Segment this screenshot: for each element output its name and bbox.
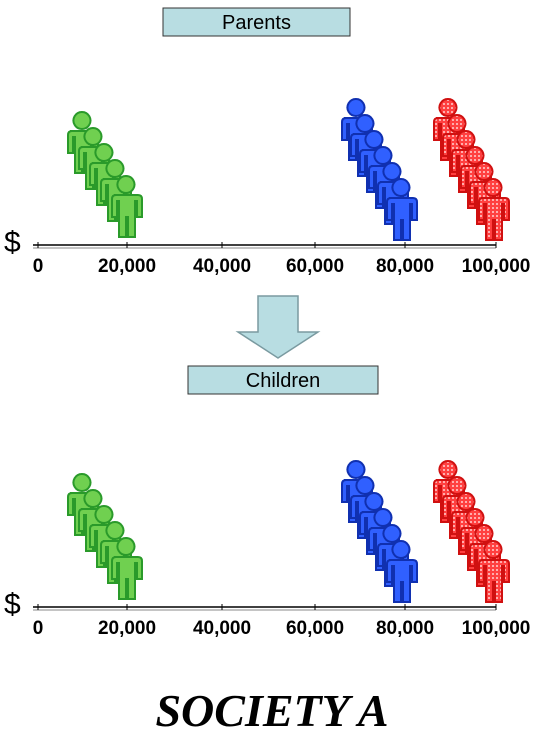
person-icon — [478, 178, 510, 241]
panel-label: Parents — [222, 12, 291, 34]
tick-label: 100,000 — [462, 256, 531, 277]
person-icon — [386, 540, 418, 603]
person-icon — [386, 178, 418, 241]
tick-label: 40,000 — [193, 618, 251, 639]
arrow — [235, 295, 321, 359]
tick-label: 60,000 — [286, 256, 344, 277]
tick-label: 20,000 — [98, 618, 156, 639]
title: SOCIETY A — [155, 685, 388, 734]
currency-label: $ — [4, 588, 21, 621]
tick-label: 80,000 — [376, 256, 434, 277]
currency-label: $ — [4, 226, 21, 259]
person-icon — [111, 537, 143, 600]
tick-label: 0 — [33, 618, 44, 639]
tick-label: 40,000 — [193, 256, 251, 277]
tick-label: 100,000 — [462, 618, 531, 639]
tick-label: 60,000 — [286, 618, 344, 639]
person-icon — [111, 175, 143, 238]
panel-label: Children — [246, 370, 320, 392]
person-icon — [478, 540, 510, 603]
tick-label: 20,000 — [98, 256, 156, 277]
tick-label: 80,000 — [376, 618, 434, 639]
tick-label: 0 — [33, 256, 44, 277]
panel-box — [187, 365, 379, 395]
panel-box — [162, 7, 351, 37]
